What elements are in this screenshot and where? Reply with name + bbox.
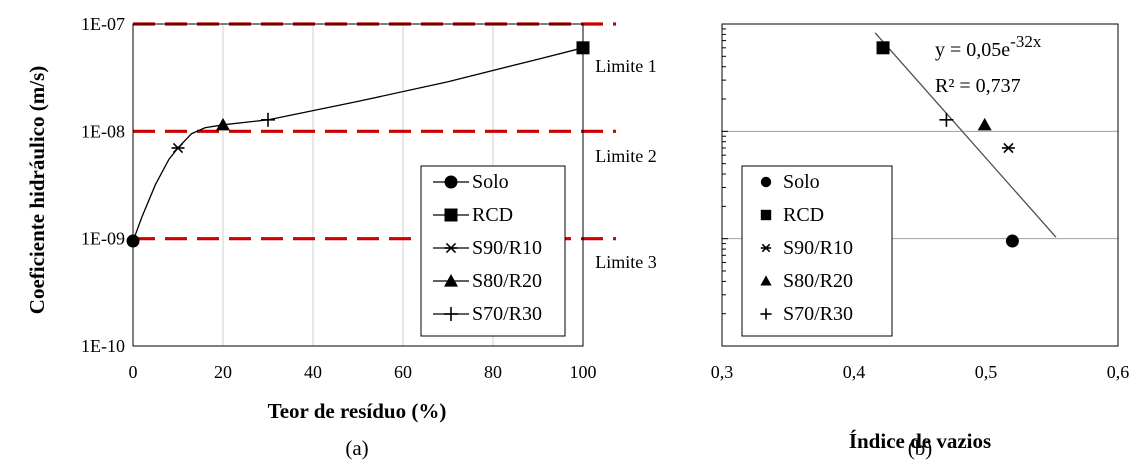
b-point-rcd-0 xyxy=(876,41,890,55)
b-trendline xyxy=(874,32,1057,238)
b-legend-marker-s70-r30 xyxy=(760,308,772,320)
b-x-tick-labels: 0,3 0,4 0,5 0,6 xyxy=(711,362,1130,382)
a-point-solo-0-circle xyxy=(126,234,140,248)
b-x-tick-2: 0,5 xyxy=(975,362,998,382)
a-legend-label-solo: Solo xyxy=(472,171,509,193)
a-legend-marker-rcd-square xyxy=(444,208,458,222)
limit-1-label: Limite 1 xyxy=(595,56,657,76)
b-panel-label-visible: (b) xyxy=(907,436,933,460)
a-x-tick-0: 0 xyxy=(129,362,138,382)
a-legend-label-rcd: RCD xyxy=(472,204,513,226)
a-trend-curve xyxy=(132,47,584,242)
b-legend-marker-s80-r20-triangle xyxy=(760,275,772,286)
a-legend-label-s80r20: S80/R20 xyxy=(472,270,542,292)
b-legend-label-s80r20: S80/R20 xyxy=(783,270,853,292)
b-legend-items xyxy=(760,176,772,320)
a-legend-marker-s80-r20 xyxy=(444,274,458,287)
a-x-tick-3: 60 xyxy=(394,362,412,382)
chart-panel-a: 1E-10 1E-09 1E-08 1E-07 0 20 40 60 80 100 Limite… xyxy=(25,14,657,460)
b-point-s70-r30-0 xyxy=(939,112,954,127)
a-legend-marker-s90-r10 xyxy=(444,242,458,254)
b-x-tick-3: 0,6 xyxy=(1107,362,1130,382)
a-y-tick-2: 1E-08 xyxy=(81,121,125,141)
b-point-s90-r10-0-stroke-d2 xyxy=(1003,142,1014,154)
b-legend-marker-s90-r10 xyxy=(760,243,772,253)
b-point-rcd-0-square xyxy=(876,41,890,55)
a-legend-items xyxy=(433,175,469,321)
a-x-tick-2: 40 xyxy=(304,362,322,382)
b-trend-equation: y = 0,05e-32x xyxy=(935,32,1042,61)
b-legend: Solo RCD S90/R10 S80/R20 S70/R30 xyxy=(741,165,893,337)
b-point-solo-0 xyxy=(1005,234,1019,248)
chart-panel-b: 0,3 0,4 0,5 0,6 y = 0,05e-32x R² = 0,737 So… xyxy=(711,23,1130,453)
a-legend-label-s70r30: S70/R30 xyxy=(472,303,542,325)
a-panel-label: (a) xyxy=(345,436,368,460)
b-legend-box xyxy=(741,165,893,337)
a-legend-label-s90r10: S90/R10 xyxy=(472,237,542,259)
b-legend-marker-solo xyxy=(760,176,772,188)
b-trend-line xyxy=(874,32,1057,238)
a-point-s90-r10-0 xyxy=(171,142,185,154)
a-data-points xyxy=(126,41,590,248)
b-legend-marker-solo-circle xyxy=(760,176,772,188)
a-legend-marker-solo xyxy=(444,175,458,189)
a-y-tick-1: 1E-09 xyxy=(81,229,125,249)
b-legend-marker-rcd xyxy=(760,209,772,221)
a-x-tick-labels: 0 20 40 60 80 100 xyxy=(129,362,597,382)
a-curve-path xyxy=(132,47,584,242)
b-point-s80-r20-0-triangle xyxy=(977,117,992,131)
b-legend-marker-s80-r20 xyxy=(760,275,772,286)
b-data-points xyxy=(876,41,1019,248)
a-y-tick-3: 1E-07 xyxy=(81,14,125,34)
a-point-s80-r20-0 xyxy=(216,117,230,131)
a-point-s90-r10-0-stroke-d2 xyxy=(172,142,184,154)
b-plot-frame xyxy=(721,23,1119,347)
a-legend-marker-solo-circle xyxy=(444,175,458,189)
limit-2-label: Limite 2 xyxy=(595,146,657,166)
b-minor-ticks xyxy=(722,28,728,347)
a-y-axis-label: Coeficiente hidráulico (m/s) xyxy=(25,66,49,314)
a-legend-box xyxy=(420,165,566,337)
a-y-tick-0: 1E-10 xyxy=(81,336,125,356)
a-point-s80-r20-0-triangle xyxy=(216,117,230,131)
b-legend-marker-rcd-square xyxy=(760,209,772,221)
a-plot-frame xyxy=(132,23,584,347)
b-x-axis-label: Índice de vazios xyxy=(849,429,991,453)
b-point-s80-r20-0 xyxy=(977,117,992,131)
b-point-s90-r10-0 xyxy=(1001,142,1015,154)
b-x-tick-0: 0,3 xyxy=(711,362,734,382)
b-trend-equation-exponent: -32x xyxy=(1010,32,1042,51)
a-legend-marker-s80-r20-triangle xyxy=(444,274,458,287)
a-x-tick-1: 20 xyxy=(214,362,232,382)
a-legend-marker-s70-r30 xyxy=(444,307,458,321)
a-point-rcd-0-square xyxy=(576,41,590,55)
a-point-rcd-0 xyxy=(576,41,590,55)
a-point-s70-r30-0 xyxy=(261,112,275,127)
a-legend-marker-s90-r10-stroke-d2 xyxy=(445,242,457,254)
b-legend-label-s90r10: S90/R10 xyxy=(783,237,853,259)
a-y-tick-labels: 1E-10 1E-09 1E-08 1E-07 xyxy=(81,14,125,356)
a-x-axis-label: Teor de resíduo (%) xyxy=(268,399,447,423)
a-legend-marker-rcd xyxy=(444,208,458,222)
b-legend-label-solo: Solo xyxy=(783,171,820,193)
b-legend-label-rcd: RCD xyxy=(783,204,824,226)
a-x-tick-4: 80 xyxy=(484,362,502,382)
b-legend-marker-s90-r10-stroke-d2 xyxy=(761,243,771,253)
a-point-solo-0 xyxy=(126,234,140,248)
b-x-tick-1: 0,4 xyxy=(843,362,866,382)
b-point-solo-0-circle xyxy=(1005,234,1019,248)
b-trend-r2: R² = 0,737 xyxy=(935,75,1021,97)
limit-3-label: Limite 3 xyxy=(595,252,657,272)
b-trend-equation-base: y = 0,05e xyxy=(935,39,1010,61)
a-legend: Solo RCD S90/R10 S80/R20 S70/R30 xyxy=(420,165,566,337)
b-legend-label-s70r30: S70/R30 xyxy=(783,303,853,325)
a-x-tick-5: 100 xyxy=(570,362,597,382)
